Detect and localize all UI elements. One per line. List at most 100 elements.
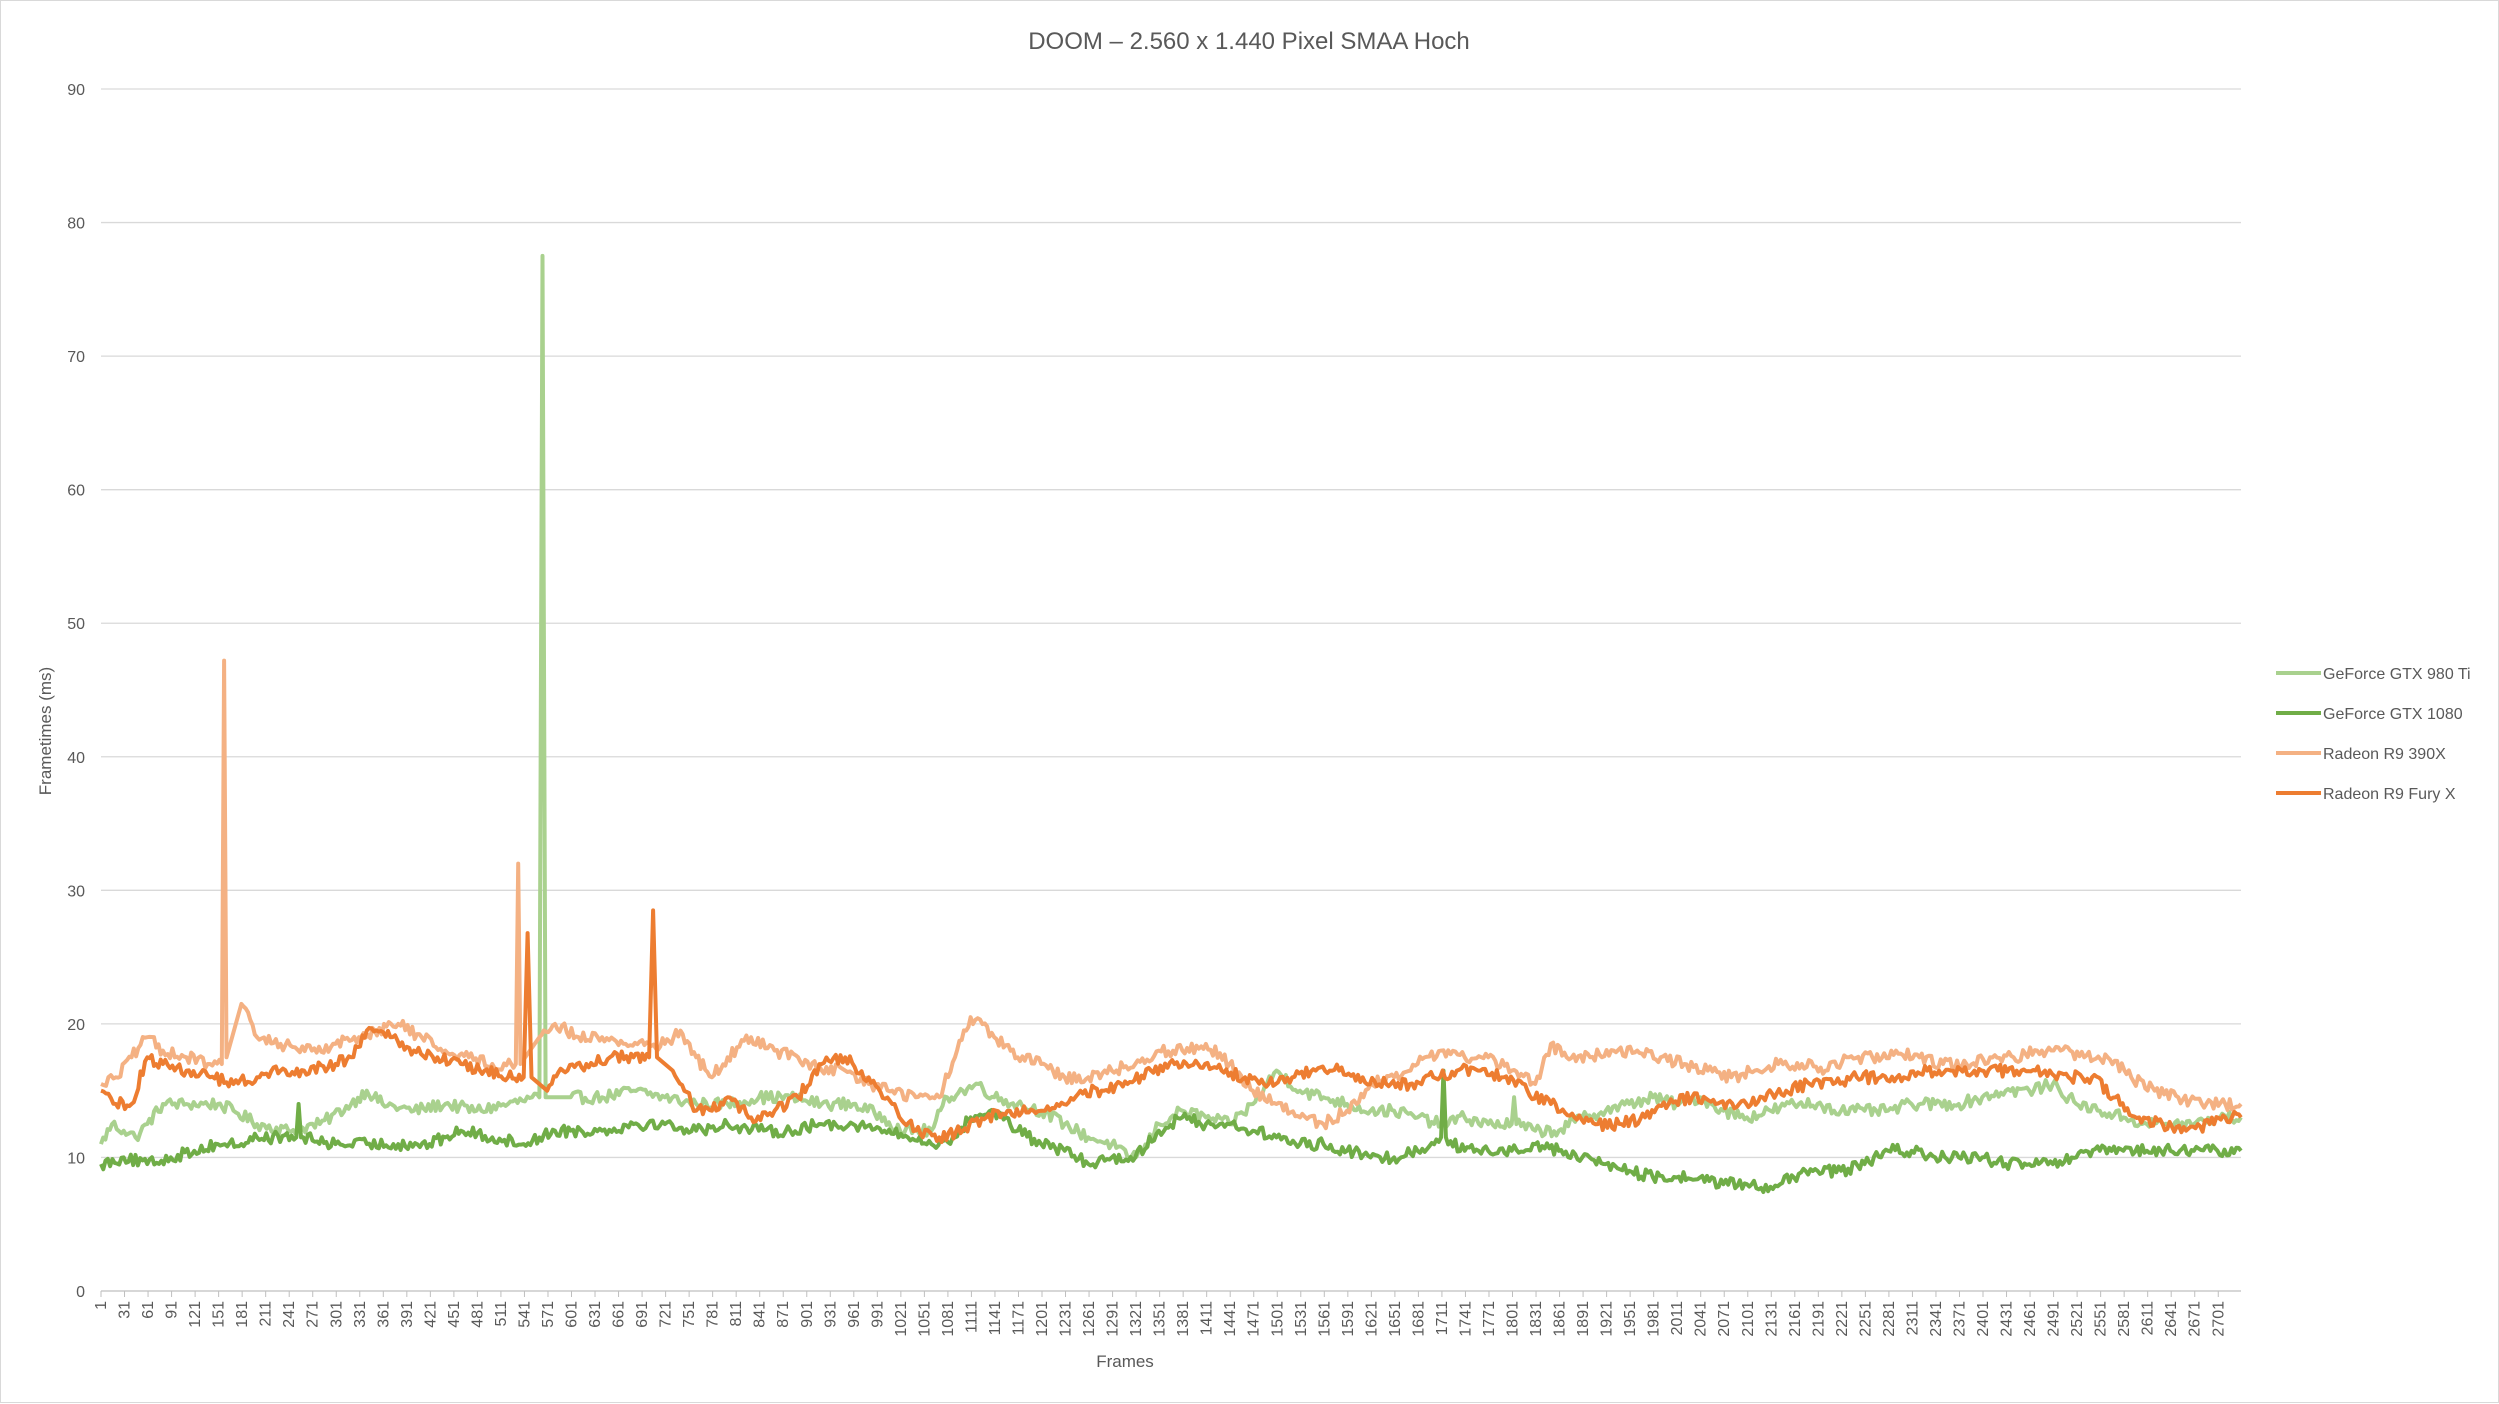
- x-tick-label: 931: [822, 1301, 839, 1328]
- x-tick-label: 781: [705, 1301, 722, 1328]
- x-tick-label: 721: [658, 1301, 675, 1328]
- y-tick-label: 0: [76, 1284, 85, 1301]
- x-tick-label: 2701: [2210, 1301, 2227, 1337]
- x-tick-label: 841: [752, 1301, 769, 1328]
- x-tick-label: 2311: [1904, 1301, 1921, 1336]
- x-axis-label: Frames: [1096, 1352, 1154, 1371]
- x-tick-label: 661: [611, 1301, 628, 1328]
- x-tick-label: 2581: [2116, 1301, 2133, 1337]
- legend: GeForce GTX 980 Ti GeForce GTX 1080 Radeon…: [2276, 666, 2471, 803]
- x-tick-label: 271: [305, 1301, 322, 1328]
- y-tick-label: 40: [67, 750, 85, 767]
- legend-label: Radeon R9 390X: [2323, 746, 2446, 763]
- x-tick-label: 1231: [1058, 1301, 1075, 1337]
- series-lines: [99, 253, 2243, 1194]
- x-tick-label: 2251: [1857, 1301, 1874, 1337]
- series-line-4: [100, 908, 2243, 1145]
- x-tick-label: 391: [399, 1301, 416, 1328]
- chart-title: DOOM – 2.560 x 1.440 Pixel SMAA Hoch: [1028, 28, 1470, 55]
- x-tick-label: 1111: [963, 1301, 980, 1333]
- x-tick-label: 871: [775, 1301, 792, 1328]
- x-tick-label: 2431: [1999, 1301, 2016, 1337]
- x-tick-label: 1471: [1246, 1301, 1263, 1337]
- x-tick-label: 511: [493, 1301, 510, 1327]
- x-tick-label: 2401: [1975, 1301, 1992, 1337]
- x-tick-label: 1261: [1081, 1301, 1098, 1337]
- series-line-2: [99, 1068, 2243, 1194]
- x-tick-label: 1891: [1575, 1301, 1592, 1337]
- x-tick-labels: 1 31 61 91 121 151 181 211 241 271 301 331 361 391 421…: [93, 1291, 2227, 1337]
- x-tick-label: 1321: [1128, 1301, 1145, 1337]
- x-tick-label: 2071: [1716, 1301, 1733, 1337]
- x-tick-label: 91: [164, 1301, 181, 1319]
- y-tick-label: 10: [67, 1150, 85, 1167]
- x-tick-label: 2161: [1787, 1301, 1804, 1337]
- x-tick-label: 1021: [893, 1301, 910, 1337]
- x-tick-label: 1621: [1363, 1301, 1380, 1337]
- x-tick-label: 2551: [2093, 1301, 2110, 1337]
- y-axis-label: Frametimes (ms): [36, 667, 55, 795]
- x-tick-label: 541: [516, 1301, 533, 1328]
- x-tick-label: 241: [281, 1301, 298, 1328]
- x-tick-label: 1561: [1316, 1301, 1333, 1337]
- y-tick-label: 50: [67, 616, 85, 633]
- x-tick-label: 1951: [1622, 1301, 1639, 1337]
- x-tick-label: 1741: [1457, 1301, 1474, 1337]
- x-tick-label: 1411: [1199, 1301, 1216, 1336]
- x-tick-label: 571: [540, 1301, 557, 1328]
- x-tick-label: 1081: [940, 1301, 957, 1337]
- legend-label: GeForce GTX 1080: [2323, 706, 2463, 723]
- x-tick-label: 1591: [1340, 1301, 1357, 1337]
- y-tick-labels: 0 10 20 30 40 50 60 70 80 90: [67, 82, 85, 1301]
- x-tick-label: 31: [117, 1301, 134, 1319]
- x-tick-label: 691: [634, 1301, 651, 1328]
- x-tick-label: 1801: [1505, 1301, 1522, 1337]
- x-tick-label: 331: [352, 1301, 369, 1328]
- x-tick-label: 2131: [1763, 1301, 1780, 1337]
- y-tick-label: 80: [67, 216, 85, 233]
- x-tick-label: 2011: [1669, 1301, 1686, 1336]
- x-tick-label: 301: [328, 1301, 345, 1328]
- x-tick-label: 61: [140, 1301, 157, 1319]
- x-tick-label: 1051: [916, 1301, 933, 1337]
- legend-label: Radeon R9 Fury X: [2323, 786, 2456, 803]
- x-tick-label: 1351: [1152, 1301, 1169, 1337]
- x-tick-label: 151: [211, 1301, 228, 1328]
- x-tick-label: 1831: [1528, 1301, 1545, 1337]
- x-tick-label: 991: [869, 1301, 886, 1328]
- x-tick-label: 631: [587, 1301, 604, 1328]
- grid-lines: [101, 88, 2241, 1292]
- x-tick-label: 2281: [1881, 1301, 1898, 1337]
- x-tick-label: 961: [846, 1301, 863, 1328]
- x-tick-label: 2521: [2069, 1301, 2086, 1337]
- x-tick-label: 2221: [1834, 1301, 1851, 1337]
- x-tick-label: 2671: [2187, 1301, 2204, 1337]
- x-tick-label: 601: [564, 1301, 581, 1328]
- series-line-3: [100, 658, 2243, 1131]
- x-tick-label: 751: [681, 1301, 698, 1328]
- x-tick-label: 1: [93, 1301, 110, 1310]
- x-tick-label: 1981: [1646, 1301, 1663, 1337]
- x-tick-label: 121: [187, 1301, 204, 1328]
- y-tick-label: 70: [67, 349, 85, 366]
- x-tick-label: 451: [446, 1301, 463, 1328]
- x-tick-label: 1141: [987, 1301, 1004, 1336]
- x-tick-label: 1441: [1222, 1301, 1239, 1337]
- x-tick-label: 1651: [1387, 1301, 1404, 1337]
- x-tick-label: 1381: [1175, 1301, 1192, 1337]
- x-tick-label: 901: [799, 1301, 816, 1328]
- x-tick-label: 1681: [1410, 1301, 1427, 1337]
- x-tick-label: 1921: [1599, 1301, 1616, 1337]
- legend-label: GeForce GTX 980 Ti: [2323, 666, 2471, 683]
- x-tick-label: 2491: [2046, 1301, 2063, 1337]
- x-tick-label: 211: [258, 1301, 275, 1327]
- x-tick-label: 2371: [1951, 1301, 1968, 1337]
- y-tick-label: 90: [67, 82, 85, 99]
- y-tick-label: 60: [67, 483, 85, 500]
- y-tick-label: 30: [67, 883, 85, 900]
- x-tick-label: 2461: [2022, 1301, 2039, 1337]
- x-tick-label: 421: [422, 1301, 439, 1328]
- x-tick-label: 2341: [1928, 1301, 1945, 1337]
